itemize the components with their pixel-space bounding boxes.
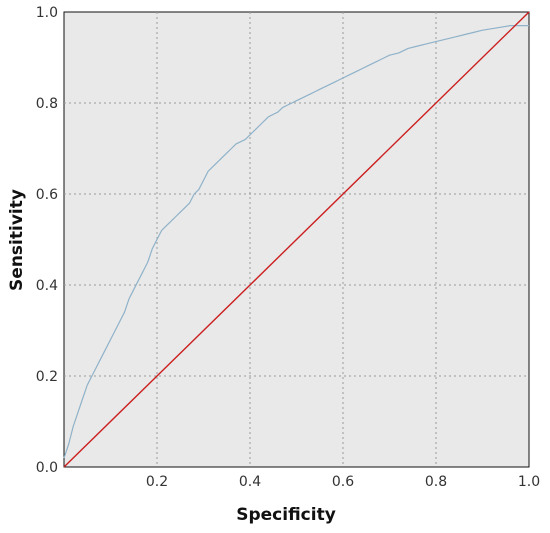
y-tick-label: 0.6 [36,187,58,203]
y-tick-label: 1.0 [36,5,58,21]
y-tick-label: 0.2 [36,369,58,385]
series [63,11,530,468]
grid [64,12,529,467]
x-tick-label: 0.4 [239,474,261,490]
x-tick-label: 0.8 [425,474,447,490]
x-axis-title: Specificity [236,505,336,525]
y-tick-label: 0.0 [36,460,58,476]
y-tick-label: 0.8 [36,96,58,112]
roc-curve-line [63,25,529,459]
x-tick-label: 1.0 [518,474,540,490]
y-tick-label: 0.4 [36,278,58,294]
x-tick-label: 0.2 [146,474,168,490]
x-tick-label: 0.6 [332,474,354,490]
tick-labels: 0.2 0.4 0.6 0.8 1.0 0.0 0.2 0.4 0.6 0.8 1.0 [36,5,540,490]
reference-diagonal-line [63,11,530,468]
y-axis-title: Sensitivity [7,189,27,291]
